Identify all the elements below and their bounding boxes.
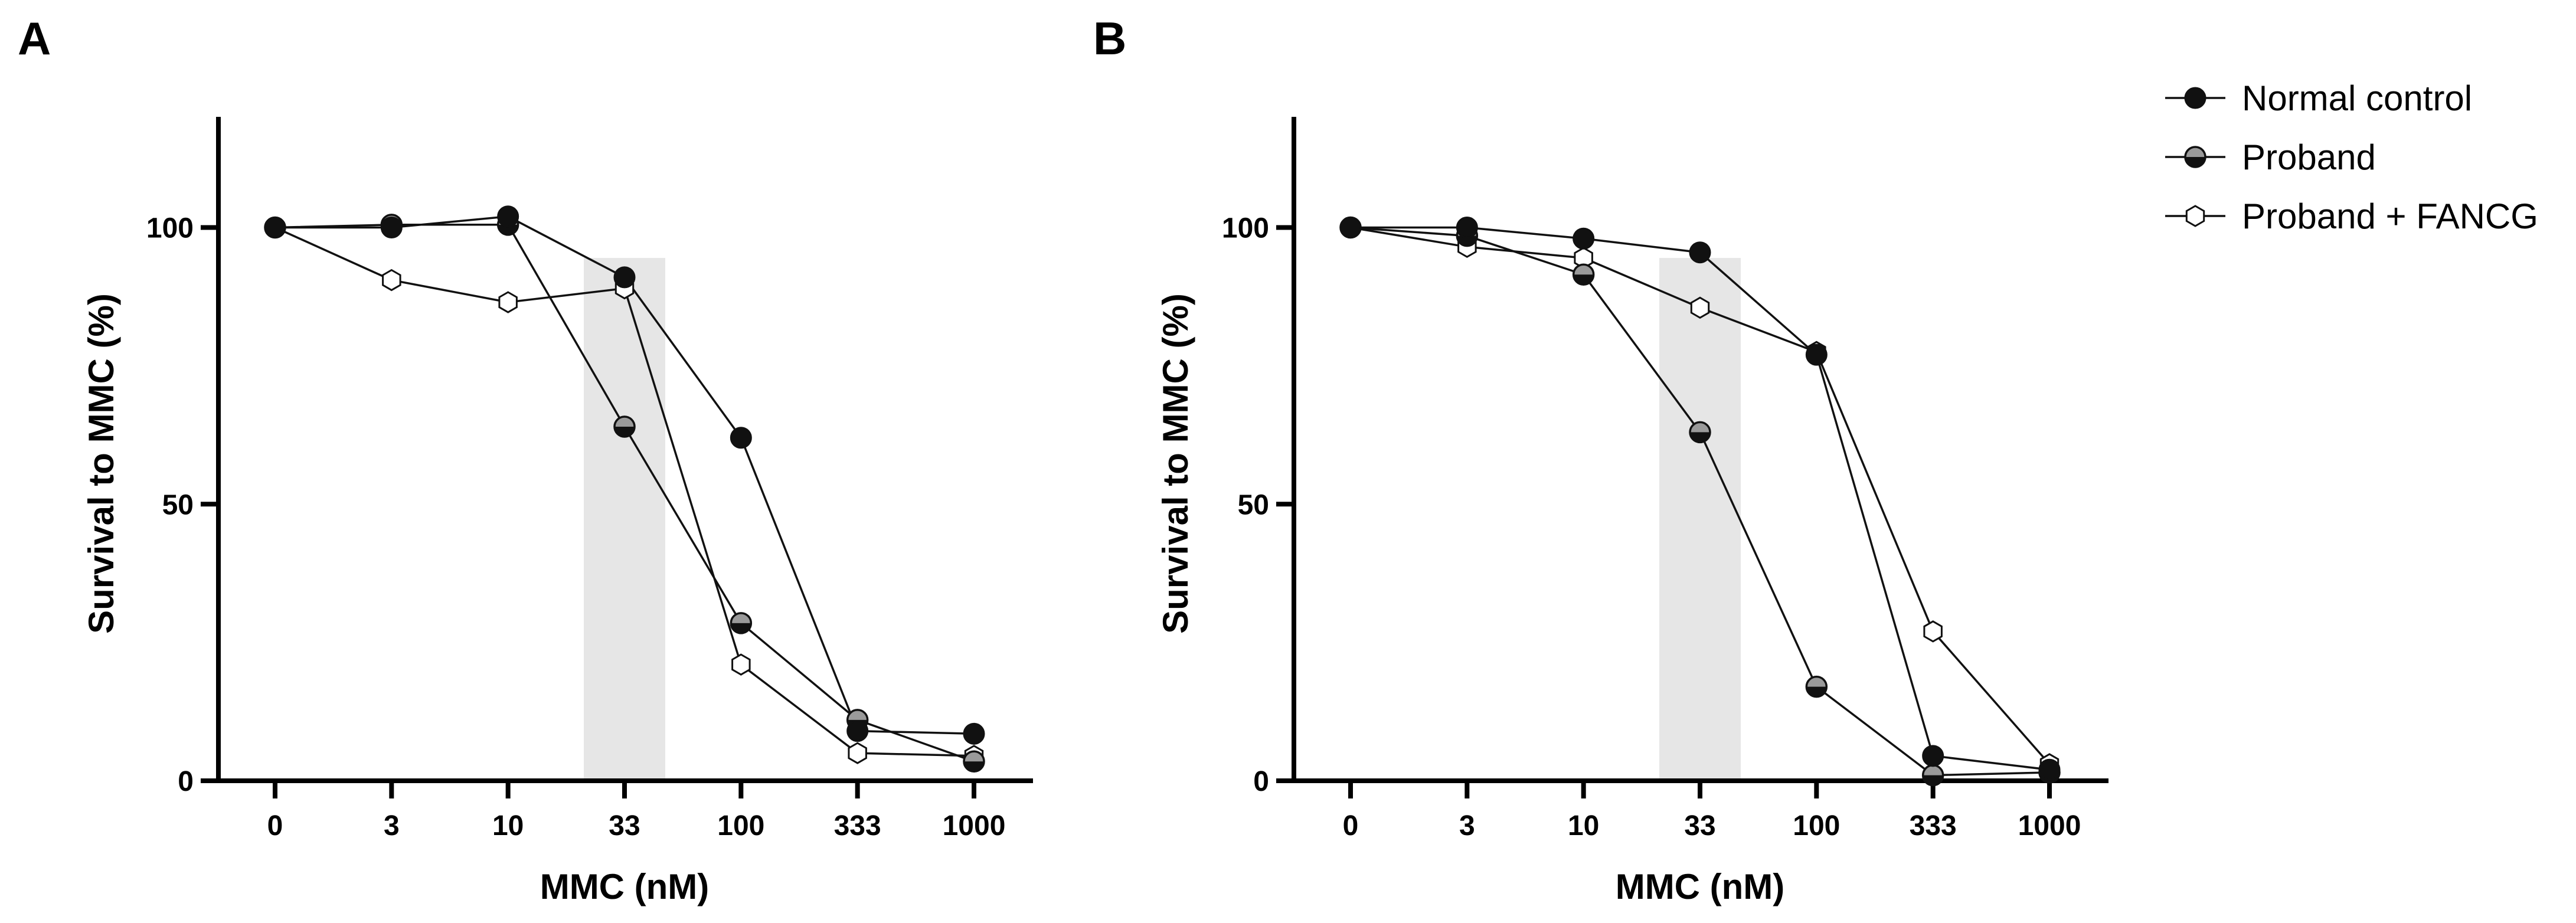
marker-fill <box>1456 217 1478 238</box>
x-axis-title: MMC (nM) <box>540 867 710 906</box>
marker-fill <box>730 427 752 449</box>
y-tick-label: 50 <box>1238 489 1269 521</box>
marker-outline <box>613 415 636 438</box>
marker-fill <box>613 266 636 289</box>
data-point-half <box>963 750 985 773</box>
legend-label: Normal control <box>2242 78 2472 118</box>
highlight-band <box>584 258 665 781</box>
x-tick-label: 333 <box>834 810 881 842</box>
x-tick-label: 100 <box>1793 810 1840 842</box>
data-point-filled <box>613 266 636 289</box>
marker-outline <box>1689 421 1711 444</box>
data-point-filled <box>730 427 752 449</box>
data-point-half <box>730 612 753 634</box>
x-tick-label: 0 <box>267 810 283 842</box>
x-tick-label: 10 <box>1568 810 1599 842</box>
marker-outline <box>498 291 518 313</box>
marker-fill <box>1805 343 1828 366</box>
data-point-filled <box>1573 227 1595 250</box>
data-point-open <box>848 742 867 764</box>
legend-label: Proband <box>2242 138 2376 177</box>
data-point-filled <box>963 722 985 745</box>
marker-outline <box>382 269 401 292</box>
data-point-open <box>1923 620 1943 643</box>
data-point-filled <box>264 217 286 238</box>
data-point-filled <box>1689 241 1711 264</box>
marker-outline <box>2185 205 2205 227</box>
data-point-filled <box>1456 217 1478 238</box>
x-tick-label: 3 <box>1459 810 1475 842</box>
data-point-open <box>731 653 751 676</box>
data-point-half <box>1572 263 1595 286</box>
legend-marker-filled <box>2184 87 2206 109</box>
x-tick-label: 1000 <box>2018 810 2081 842</box>
panel-label: B <box>1093 12 1126 64</box>
marker-fill <box>2184 87 2206 109</box>
y-axis-title: Survival to MMC (%) <box>81 293 121 634</box>
marker-outline <box>848 742 867 764</box>
marker-fill <box>1922 745 1944 767</box>
marker-fill <box>1339 217 1362 238</box>
data-point-half <box>613 415 636 438</box>
marker-fill <box>1573 227 1595 250</box>
marker-outline <box>731 653 751 676</box>
marker-fill <box>1689 241 1711 264</box>
data-point-filled <box>846 720 869 742</box>
marker-fill <box>497 205 519 228</box>
data-point-filled <box>497 205 519 228</box>
x-tick-label: 1000 <box>943 810 1006 842</box>
x-tick-label: 100 <box>717 810 764 842</box>
marker-fill <box>846 720 869 742</box>
legend-label: Proband + FANCG <box>2242 197 2538 236</box>
marker-outline <box>1572 263 1595 286</box>
x-tick-label: 3 <box>384 810 400 842</box>
marker-outline <box>1923 620 1943 643</box>
x-tick-label: 0 <box>1343 810 1359 842</box>
data-point-filled <box>1805 343 1828 366</box>
marker-outline <box>963 750 985 773</box>
marker-outline <box>1805 675 1828 698</box>
y-axis-title: Survival to MMC (%) <box>1156 293 1195 634</box>
x-axis-title: MMC (nM) <box>1616 867 1785 906</box>
highlight-band <box>1659 258 1741 781</box>
panel-label: A <box>18 12 51 64</box>
y-tick-label: 0 <box>1253 766 1269 797</box>
y-tick-label: 50 <box>162 489 194 521</box>
y-tick-label: 100 <box>146 213 194 244</box>
x-tick-label: 10 <box>492 810 524 842</box>
data-point-half <box>1921 764 1944 787</box>
legend-marker-open <box>2185 205 2205 227</box>
data-point-half <box>1689 421 1711 444</box>
marker-fill <box>963 722 985 745</box>
x-tick-label: 333 <box>1910 810 1957 842</box>
marker-outline <box>730 612 753 634</box>
legend-marker-half <box>2184 146 2206 168</box>
marker-fill <box>264 217 286 238</box>
data-point-open <box>1690 296 1710 319</box>
data-point-filled <box>380 217 403 238</box>
x-tick-label: 33 <box>1684 810 1715 842</box>
x-tick-label: 33 <box>609 810 640 842</box>
data-point-filled <box>1922 745 1944 767</box>
legend: Normal control Proband Proband + FANCG <box>2165 78 2538 236</box>
data-point-filled <box>1339 217 1362 238</box>
data-point-filled <box>2038 758 2061 781</box>
marker-fill <box>2038 758 2061 781</box>
data-point-half <box>1805 675 1828 698</box>
marker-outline <box>2184 146 2206 168</box>
marker-outline <box>1690 296 1710 319</box>
marker-fill <box>380 217 403 238</box>
y-tick-label: 0 <box>178 766 194 797</box>
data-point-open <box>498 291 518 313</box>
data-point-open <box>382 269 401 292</box>
y-tick-label: 100 <box>1222 213 1269 244</box>
